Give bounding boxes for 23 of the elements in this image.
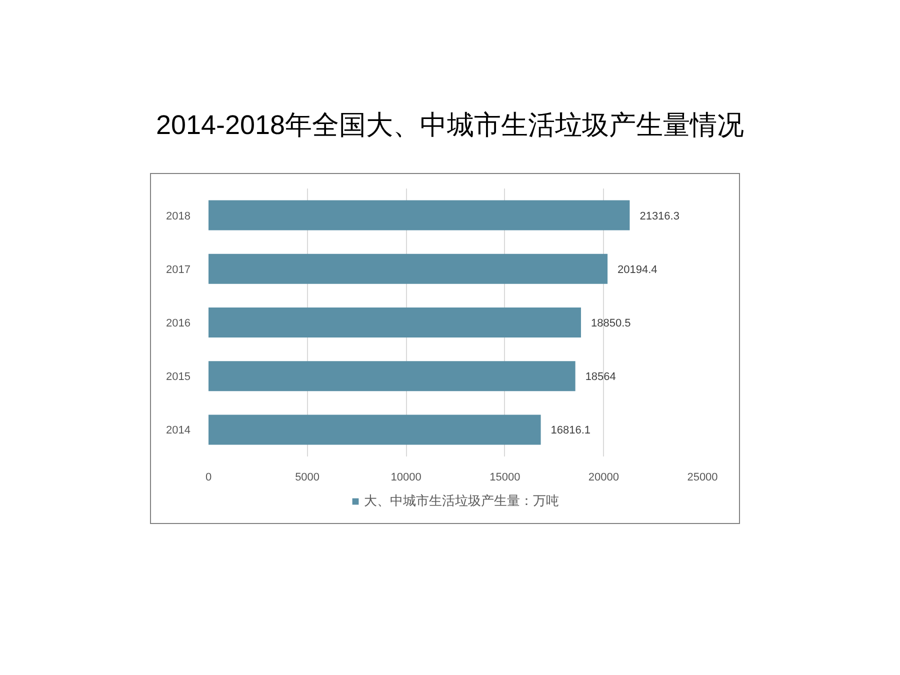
bar [208,254,608,284]
chart-title: 2014-2018年全国大、中城市生活垃圾产生量情况 [156,109,744,142]
data-label: 21316.3 [640,210,680,222]
y-tick-label: 2018 [166,210,191,222]
bar [208,361,576,392]
x-tick-label: 0 [205,472,212,484]
x-tick-label: 15000 [490,472,520,484]
data-label: 18850.5 [590,318,631,330]
y-tick-label: 2015 [166,371,191,384]
y-tick-label: 2016 [166,318,191,330]
data-label: 20194.4 [618,264,658,276]
data-label: 16816.1 [550,424,591,437]
x-tick-label: 25000 [687,472,718,484]
bar [208,307,581,338]
y-tick-label: 2014 [166,424,191,437]
x-tick-label: 5000 [295,472,320,484]
x-tick-label: 10000 [390,472,422,484]
y-tick-label: 2017 [166,264,191,276]
x-tick-label: 20000 [588,472,619,484]
data-label: 18564 [585,371,616,384]
bar [208,200,630,230]
legend-label: 大、中城市生活垃圾产生量：万吨 [364,492,559,510]
bar [208,414,541,445]
